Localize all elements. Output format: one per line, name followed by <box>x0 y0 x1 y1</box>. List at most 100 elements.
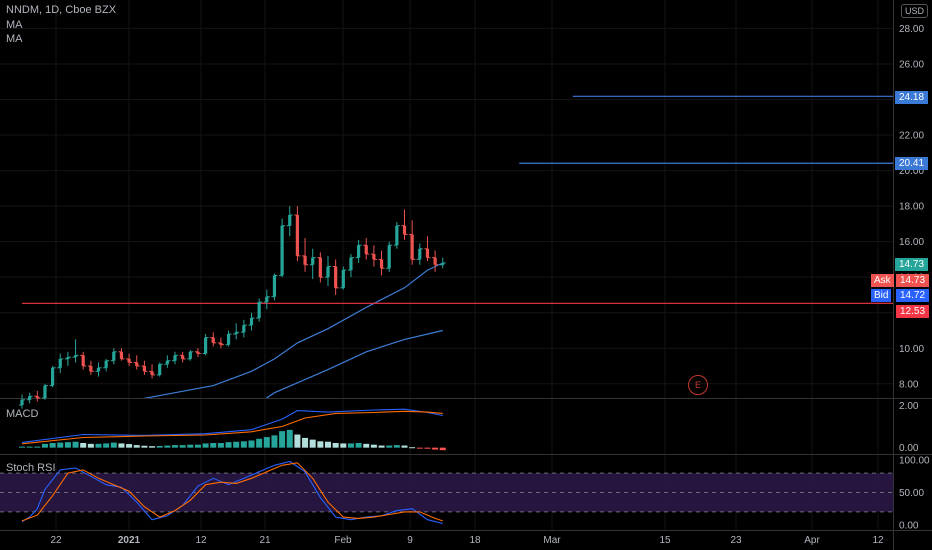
time-tick-label: 12 <box>872 535 884 546</box>
ask-price-tag: 14.73 <box>896 274 930 287</box>
candle <box>302 238 309 272</box>
candle <box>194 348 201 358</box>
time-axis: 22 2021 12 21 Feb 9 18 Mar 15 23 Apr 12 <box>50 535 884 546</box>
price-tick-label: 16.00 <box>899 237 924 248</box>
candle-body <box>249 318 254 326</box>
macd-histogram-bar <box>416 447 423 449</box>
candle <box>363 238 370 260</box>
candle-body <box>150 371 154 375</box>
currency-badge[interactable]: USD <box>900 4 928 18</box>
candle-body <box>334 266 338 288</box>
candle-body <box>58 358 62 368</box>
time-tick-label: 15 <box>659 535 671 546</box>
candle <box>409 220 416 265</box>
candle-body <box>410 234 414 260</box>
candle <box>248 312 255 331</box>
macd-histogram-bar <box>164 445 171 448</box>
candle-body <box>165 360 169 365</box>
candle-body <box>28 396 32 400</box>
candle-body <box>204 337 208 354</box>
price-axis: 28.0026.0024.0022.0020.0018.0016.0014.00… <box>899 24 924 390</box>
candle <box>217 337 224 349</box>
macd-histogram-bar <box>302 437 309 448</box>
candle-body <box>349 257 353 271</box>
rsi-band <box>0 473 893 512</box>
ma-fast-line <box>143 262 444 398</box>
candle-body <box>142 366 146 372</box>
candle <box>401 209 408 240</box>
time-tick-label: 12 <box>195 535 207 546</box>
alert-level-20-tag[interactable]: 20.41 <box>895 157 929 170</box>
macd-histogram-bar <box>126 444 133 448</box>
candle <box>233 323 240 340</box>
candle-body <box>35 396 39 398</box>
candle-body <box>51 367 55 386</box>
time-tick-label: Apr <box>804 535 820 546</box>
candle-body <box>20 399 24 406</box>
macd-histogram-bar <box>355 443 362 448</box>
price-tick-label: 10.00 <box>899 344 924 355</box>
candle <box>156 362 163 377</box>
macd-histogram-bar <box>202 443 209 448</box>
candle-body <box>326 266 330 278</box>
candle <box>202 334 209 356</box>
last-price-tag: 14.73 <box>895 258 929 271</box>
macd-histogram-bar <box>256 438 263 448</box>
symbol-legend[interactable]: NNDM, 1D, Cboe BZX <box>6 4 117 16</box>
candle-body <box>181 355 185 359</box>
macd-histogram-bar <box>34 446 41 448</box>
macd-histogram-bar <box>248 440 255 448</box>
candle <box>355 239 362 263</box>
macd-histogram-bar <box>332 443 339 448</box>
macd-histogram-bar <box>19 446 25 448</box>
alert-level-24-tag[interactable]: 24.18 <box>895 91 929 104</box>
candle <box>378 250 385 276</box>
candle <box>271 273 278 301</box>
candle-body <box>402 225 407 235</box>
candle <box>325 255 331 287</box>
ma-legend-2[interactable]: MA <box>6 33 23 45</box>
macd-histogram-bar <box>432 447 439 450</box>
candle-body <box>43 385 47 398</box>
time-tick-label: 9 <box>407 535 413 546</box>
macd-line <box>21 408 443 443</box>
earnings-icon[interactable]: E <box>688 375 708 395</box>
candle <box>110 348 117 365</box>
rsi-tick-label: 50.00 <box>899 488 924 499</box>
price-tick-label: 28.00 <box>899 24 924 35</box>
macd-histogram-bar <box>363 443 370 448</box>
candle-body <box>112 351 116 361</box>
price-tick-label: 18.00 <box>899 202 924 213</box>
candle-body <box>425 248 430 258</box>
candle <box>386 241 393 272</box>
macd-histogram-bar <box>95 443 102 448</box>
support-level-tag[interactable]: 12.53 <box>896 305 930 318</box>
macd-histogram-bar <box>179 445 186 448</box>
ma-slow-line <box>265 329 443 398</box>
candle-body <box>226 334 231 345</box>
candle-body <box>418 248 422 260</box>
candle-body <box>127 358 131 363</box>
macd-histogram-bar <box>156 445 163 448</box>
candle <box>393 222 400 249</box>
candle-body <box>96 367 101 372</box>
macd-histogram-bar <box>225 442 232 448</box>
candle-body <box>341 270 345 288</box>
candle-body <box>311 257 315 265</box>
macd-histogram-bar <box>187 444 194 448</box>
rsi-tick-label: 100.00 <box>899 456 930 467</box>
macd-histogram-bar <box>309 439 316 448</box>
macd-histogram-bar <box>141 445 148 448</box>
price-tick-label: 8.00 <box>899 379 919 390</box>
macd-histogram-bar <box>49 443 56 448</box>
candle-body <box>234 332 238 335</box>
macd-histogram-bar <box>279 431 286 448</box>
grid-lines <box>0 0 893 530</box>
candle <box>416 243 423 265</box>
macd-histogram-bar <box>72 441 79 448</box>
macd-histogram-bar <box>149 446 156 448</box>
macd-histogram-bar <box>386 445 393 448</box>
bid-label: Bid <box>871 289 892 302</box>
ma-legend-1[interactable]: MA <box>6 19 23 31</box>
